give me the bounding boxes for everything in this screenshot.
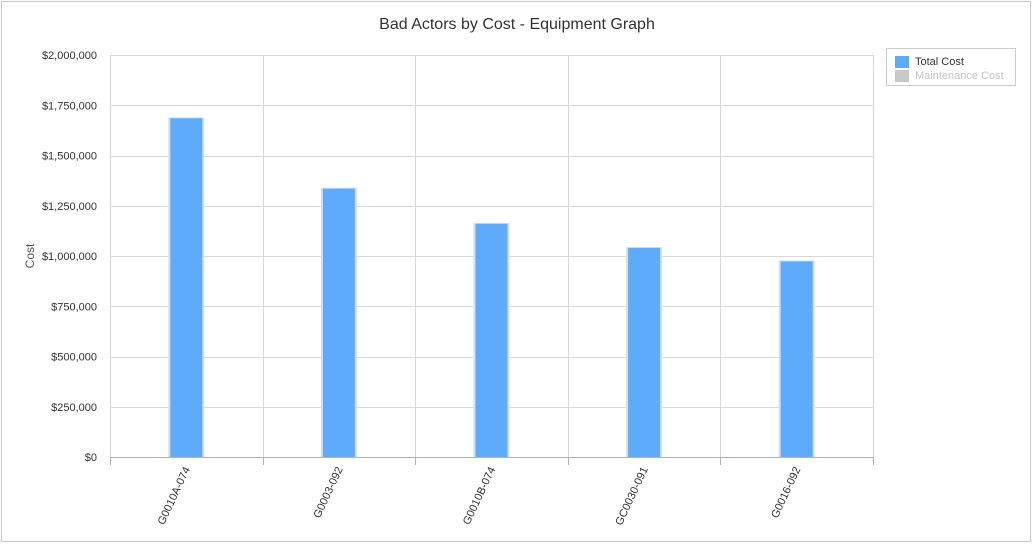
bar (475, 223, 508, 457)
legend-label-maintenance-cost: Maintenance Cost (915, 70, 1004, 82)
bar (628, 247, 661, 457)
y-tick-label: $1,500,000 (42, 151, 97, 163)
bar (780, 261, 813, 457)
x-tick-label: GC0030-091 (613, 465, 651, 527)
y-tick-label: $500,000 (51, 352, 97, 364)
bar (170, 118, 203, 457)
x-tick-label: G0010A-074 (156, 465, 193, 527)
bar (322, 188, 355, 457)
legend-swatch-total-cost (895, 56, 909, 68)
y-tick-label: $1,000,000 (42, 251, 97, 263)
x-tick-labels: G0010A-074 G0003-092 G0010B-074 GC0030-091 G… (156, 465, 804, 527)
y-tick-label: $0 (85, 452, 97, 464)
x-tick-label: G0016-092 (769, 465, 803, 520)
y-tick-label: $2,000,000 (42, 50, 97, 62)
x-tick-label: G0010B-074 (461, 465, 498, 527)
legend: Total Cost Maintenance Cost (886, 48, 1016, 86)
y-tick-label: $1,250,000 (42, 201, 97, 213)
grid-lines (110, 55, 874, 465)
chart-title: Bad Actors by Cost - Equipment Graph (379, 16, 655, 33)
legend-swatch-maintenance-cost (895, 70, 909, 82)
y-tick-label: $1,750,000 (42, 100, 97, 112)
legend-label-total-cost: Total Cost (915, 56, 964, 68)
y-tick-label: $250,000 (51, 402, 97, 414)
x-tick-label: G0003-092 (311, 465, 345, 520)
y-tick-labels: $0 $250,000 $500,000 $750,000 $1,000,000 $1,2… (42, 50, 97, 464)
y-tick-label: $750,000 (51, 301, 97, 313)
y-axis-label: Cost (23, 243, 37, 268)
bars-group (168, 117, 815, 457)
